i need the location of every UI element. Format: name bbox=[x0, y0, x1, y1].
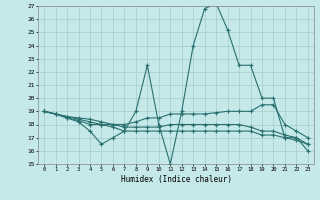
X-axis label: Humidex (Indice chaleur): Humidex (Indice chaleur) bbox=[121, 175, 231, 184]
